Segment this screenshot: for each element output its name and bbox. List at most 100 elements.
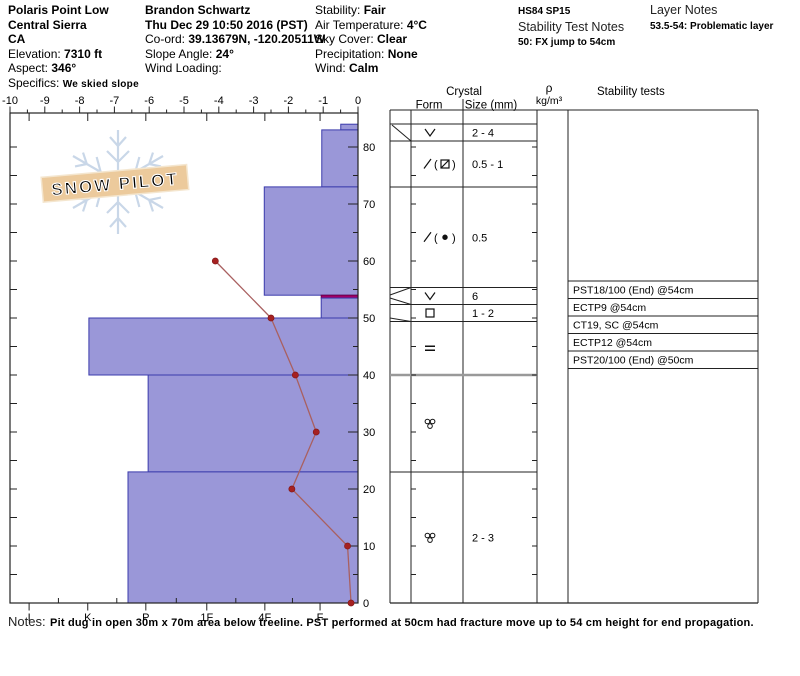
stability-tests: PST18/100 (End) @54cm ECTP9 @54cm CT19, SC… [567,280,759,369]
header-text: Thu Dec 29 10:50 2016 (PST) [145,17,308,32]
grain-form-icon-slash-paren-dot: () [423,231,456,244]
grain-size-value: 0.5 [472,232,487,244]
cluster-circle [427,423,433,429]
temperature-point [211,257,219,265]
leader-line [391,124,412,142]
depth-tick-label: 50 [363,313,375,325]
cluster-circle [429,418,436,425]
field-value: 4°C [406,17,427,32]
field-label: Wind Loading: [145,61,222,76]
header-text: Central Sierra [8,17,87,32]
stability-test-label: PST18/100 (End) @54cm [573,285,694,297]
header-line: CA [8,32,139,47]
header-line: HS84 SP15 [518,3,624,20]
depth-tick-label: 40 [363,370,375,382]
leader-line [389,297,412,305]
hardness-tick-label: 1F [200,612,213,624]
field-label: Elevation: [8,46,65,61]
layer-bar-73-54cm [263,186,359,296]
field-value: 39.13679N, -120.20511W [188,32,326,47]
field-label: Slope Angle: [145,46,216,61]
cluster-circle [429,532,436,539]
notes-label: Notes: [8,614,46,629]
header-text: Brandon Schwartz [145,3,251,17]
hardness-tick-label: P [142,612,149,624]
header-line: Slope Angle: 24° [145,47,325,62]
field-value: 24° [215,46,234,61]
temperature-point [312,428,320,436]
stability-test-label: PST20/100 (End) @50cm [573,355,694,367]
leader-line [389,287,412,296]
header-text: CA [8,32,26,47]
header-line: 53.5-54: Problematic layer [650,18,773,35]
paren-open: ( [434,232,438,244]
temp-tick-label: -9 [40,95,50,107]
header-line: Stability Test Notes [518,20,624,35]
square-icon [440,159,450,169]
depth-axis: 0 10 20 30 40 50 60 70 80 [10,142,375,610]
header-text: Layer Notes [650,3,718,17]
field-label: Sky Cover: [315,32,378,47]
cluster-circle [424,532,431,539]
watermark-banner-rect [40,163,190,204]
header-text: 53.5-54: Problematic layer [650,20,774,32]
slash-icon [423,231,432,243]
header-text: HS84 SP15 [518,6,571,17]
v-chevron-icon [424,128,436,138]
temp-tick-label: -2 [284,95,294,107]
snowflake-arm [106,130,130,182]
temperature-line [211,257,355,607]
field-label: Stability: [315,3,364,17]
header-line: Wind: Calm [315,61,427,76]
grain-form-icon-square [425,308,435,318]
hardness-tick-label: F [317,612,324,624]
field-value: 346° [51,61,77,76]
depth-tick-label: 10 [363,541,375,553]
header-text: Polaris Point Low [8,3,109,17]
depth-tick-label: 0 [363,598,369,610]
header-line: Central Sierra [8,18,139,33]
field-value: None [387,46,418,61]
field-label: Air Temperature: [315,17,407,32]
layer-bar-50-40cm [88,317,359,376]
temp-tick-label: -3 [249,95,259,107]
grain-size-value: 1 - 2 [472,308,494,320]
header-line: Specifics: We skied slope [8,76,139,93]
header-col-test-notes: HS84 SP15 Stability Test Notes 50: FX jump… [518,3,624,51]
header-col-conditions: Stability: Fair Air Temperature: 4°C Sky C… [315,3,427,76]
snowflake-arm-path [106,182,130,234]
header-line: Elevation: 7310 ft [8,47,139,62]
field-label: Wind: [315,61,350,76]
square-diagonal [440,159,450,169]
field-value: Calm [349,61,379,76]
header-col-location: Polaris Point Low Central Sierra CA Elevati… [8,3,139,93]
depth-tick-label: 80 [363,142,375,154]
header-line: Polaris Point Low [8,3,139,18]
header-line: Co-ord: 39.13679N, -120.20511W [145,32,325,47]
grain-size-value: 0.5 - 1 [472,159,503,171]
layer-bar-53.5-50cm [320,297,359,319]
depth-tick-label: 60 [363,256,375,268]
grain-form-icon-circle-cluster [424,418,436,429]
dot-icon [442,234,448,240]
grain-size-value: 6 [472,291,478,303]
notes-text: Pit dug in open 30m x 70m area below tre… [50,617,754,629]
layer-bar-23-0cm [127,471,359,604]
field-label: Aspect: [8,61,52,76]
grain-form-icon-double-bar [425,345,435,351]
stability-test-box [567,350,759,369]
paren-close: ) [452,232,456,244]
temperature-point [344,542,351,550]
temperature-axis: -10 -9 -8 -7 -6 -5 -4 -3 -2 -1 0 [2,95,361,113]
hardness-tick-label: I [28,612,31,624]
header-line: Air Temperature: 4°C [315,18,427,33]
slash-icon [423,158,432,169]
layer-bar-83-73cm [321,129,359,188]
field-value: 7310 ft [64,46,103,61]
temperature-point [267,314,275,322]
double-bar-icon [425,345,435,351]
header-line: Stability: Fair [315,3,427,18]
watermark-banner: SNOW PILOT [40,163,190,204]
